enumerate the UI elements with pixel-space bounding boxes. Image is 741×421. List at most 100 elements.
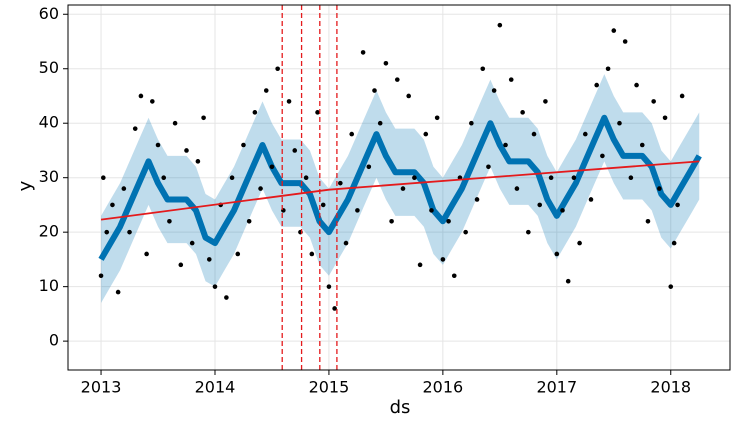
observation [184,148,189,153]
y-tick-label: 20 [39,222,59,241]
y-axis-label: y [15,180,36,191]
observation [474,197,480,202]
observation [451,273,457,279]
y-tick-label: 0 [49,331,59,350]
observation [394,77,400,82]
observation [406,93,411,99]
observation [144,251,149,257]
y-tick-label: 60 [39,4,59,23]
observation [263,88,269,93]
observation [315,110,320,115]
observation [486,164,491,170]
observation [645,218,651,224]
observation [258,186,263,191]
observation [434,115,440,121]
observation [132,126,138,131]
observation [389,218,394,224]
x-axis-label: ds [390,397,411,418]
observation [668,284,674,289]
observation [594,82,599,88]
observation [121,186,127,191]
observation [634,82,639,88]
observation [514,186,520,191]
observation [571,175,577,180]
observation [292,148,298,153]
observation [679,93,685,99]
observation [560,208,565,213]
uncertainty-band [101,74,700,303]
observation [657,186,662,191]
observation [241,142,246,148]
observation [537,202,543,208]
observation [201,115,206,121]
observation [548,175,554,180]
observation [675,202,680,208]
observation [189,240,195,246]
observation [662,115,668,121]
observation [671,240,677,246]
observation [526,229,531,235]
observation [622,39,628,44]
observation [178,262,184,268]
observation [326,284,332,289]
observation [195,159,201,164]
observation [269,164,275,170]
observation [491,88,497,93]
observation [480,66,486,72]
observation [110,202,115,208]
x-tick-label: 2013 [81,378,122,397]
observation [286,99,292,104]
observation [332,306,337,311]
observation [98,273,104,279]
observation [252,110,258,115]
observation [582,131,588,137]
observation [588,197,594,202]
forecast-line [98,114,702,261]
x-tick-label: 2016 [423,378,464,397]
observation [161,175,167,180]
observation [355,208,360,213]
observation [167,218,172,224]
observation [531,131,537,137]
observation [651,99,656,104]
observation [349,131,355,137]
observation [617,120,622,126]
observation [138,93,144,99]
observation [611,28,617,33]
observation [372,88,377,93]
x-tick-label: 2014 [195,378,236,397]
plot-frame [67,4,731,371]
observation [127,229,132,235]
observation [577,240,582,246]
x-tick-label: 2017 [536,378,577,397]
observation [101,175,106,180]
observation [605,66,611,72]
x-tick-label: 2015 [309,378,350,397]
observation [172,120,178,126]
observation [600,153,605,159]
observation [423,131,429,137]
observation [212,284,218,289]
observation [520,110,525,115]
observation [115,289,121,295]
observation [246,218,252,224]
observation [235,251,241,257]
y-tick-label: 30 [39,167,59,186]
observation [503,142,508,148]
y-tick-label: 10 [39,276,59,295]
observation [320,202,326,208]
observation [360,50,366,55]
observation [104,229,110,235]
observation [303,175,309,180]
observation [440,257,446,262]
observation [628,175,634,180]
observation [229,175,235,180]
observation [543,99,548,104]
observation [565,278,571,284]
trend-line [100,160,700,221]
observation [383,60,389,66]
observation [446,218,451,224]
observation [412,175,417,180]
observation [469,120,474,126]
